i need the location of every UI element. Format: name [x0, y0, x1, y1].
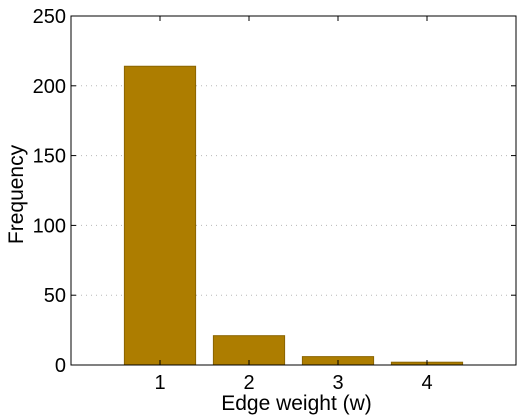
y-tick-label: 100 — [33, 215, 66, 237]
plot-frame — [70, 15, 517, 366]
x-axis-label: Edge weight (w) — [221, 392, 372, 415]
x-tick-label: 3 — [332, 372, 343, 394]
x-tick-label: 1 — [154, 372, 165, 394]
tick-layer: 0 50 100 150 200 250 1 2 3 4 — [33, 6, 516, 394]
y-tick-label: 150 — [33, 146, 66, 168]
y-tick-label: 0 — [55, 355, 66, 377]
y-tick-label: 200 — [33, 76, 66, 98]
x-tick-label: 2 — [243, 372, 254, 394]
grid-layer — [71, 85, 516, 296]
x-tick-label: 4 — [421, 372, 432, 394]
y-tick-label: 250 — [33, 6, 66, 28]
bar-layer — [123, 65, 464, 366]
bar-1 — [123, 65, 197, 366]
y-axis-label: Frequency — [5, 144, 28, 244]
y-tick-label: 50 — [44, 285, 66, 307]
